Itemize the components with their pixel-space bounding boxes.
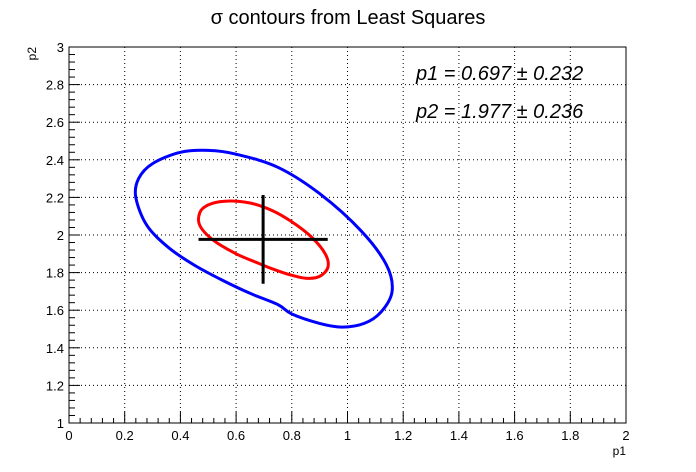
y-tick-label: 2.8 (46, 78, 64, 93)
x-tick-label: 2 (622, 428, 629, 443)
x-tick-label: 1.8 (561, 428, 579, 443)
contour-curves (133, 148, 394, 329)
y-tick-label: 2 (57, 228, 64, 243)
x-tick-label: 1.2 (394, 428, 412, 443)
annotation-p1: p1 = 0.697 ± 0.232 (415, 63, 583, 85)
y-tick-label: 2.4 (46, 153, 64, 168)
contour-series-2 (197, 199, 330, 280)
x-tick-label: 1 (344, 428, 351, 443)
x-tick-label: 0.6 (227, 428, 245, 443)
x-tick-label: 0 (65, 428, 72, 443)
x-tick-label: 1.6 (506, 428, 524, 443)
y-axis-label: p2 (25, 47, 39, 61)
y-tick-label: 2.6 (46, 115, 64, 130)
y-tick-label: 1.2 (46, 378, 64, 393)
y-tick-label: 1 (57, 416, 64, 431)
y-tick-label: 1.4 (46, 341, 64, 356)
x-tick-labels: 0 0.2 0.4 0.6 0.8 1 1.2 1.4 1.6 1.8 2 (65, 428, 629, 443)
x-tick-label: 0.4 (171, 428, 189, 443)
grid-lines (69, 47, 626, 423)
x-tick-label: 0.2 (116, 428, 134, 443)
y-tick-label: 1.6 (46, 303, 64, 318)
axis-ticks (68, 46, 627, 424)
y-tick-label: 2.2 (46, 190, 64, 205)
x-tick-label: 0.8 (283, 428, 301, 443)
best-fit-marker (198, 194, 328, 284)
x-axis-label: p1 (613, 444, 627, 458)
x-tick-label: 1.4 (450, 428, 468, 443)
y-tick-label: 3 (57, 40, 64, 55)
annotation-p2: p2 = 1.977 ± 0.236 (415, 101, 584, 123)
contour-series-1 (133, 148, 394, 329)
y-tick-label: 1.8 (46, 266, 64, 281)
chart-title: σ contours from Least Squares (211, 7, 486, 29)
y-tick-labels: 1 1.2 1.4 1.6 1.8 2 2.2 2.4 2.6 2.8 3 (46, 40, 64, 431)
